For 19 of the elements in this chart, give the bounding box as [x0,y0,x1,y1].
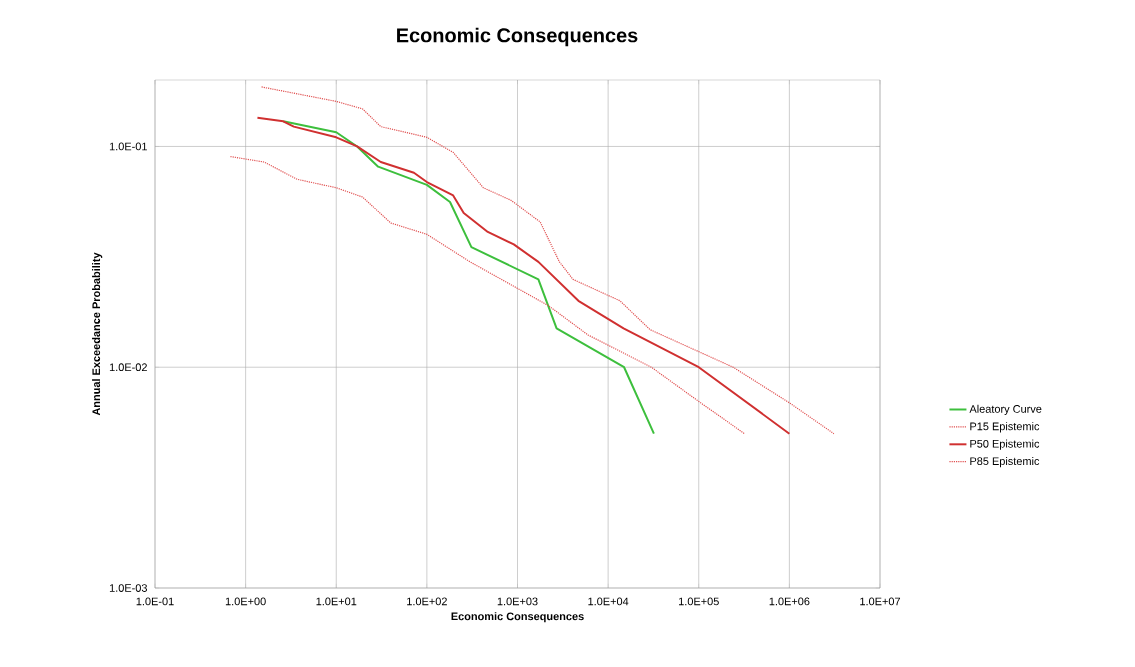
legend-label: P85 Epistemic [970,457,1040,468]
x-tick-label: 1.0E+06 [769,597,810,606]
y-tick-label: 1.0E-03 [109,584,147,592]
legend-label: P15 Epistemic [970,422,1040,433]
x-tick-label: 1.0E+07 [860,597,901,606]
legend-label: P50 Epistemic [970,439,1040,450]
x-tick-label: 1.0E+04 [588,597,629,606]
x-tick-label: 1.0E+02 [407,597,447,606]
x-axis-title: Economic Consequences [451,612,584,623]
x-tick-label: 1.0E+03 [497,597,538,606]
chart-title: Economic Consequences [397,27,638,47]
x-tick-label: 1.0E+01 [316,597,357,606]
legend-label: Aleatory Curve [969,404,1042,415]
y-axis-title: Annual Exceedance Probability [92,252,103,416]
x-tick-label: 1.0E+05 [679,597,719,606]
y-tick-label: 1.0E-01 [109,142,147,151]
x-tick-label: 1.0E+00 [225,597,266,606]
y-tick-label: 1.0E-02 [109,363,147,372]
x-tick-label: 1.0E-01 [136,597,174,606]
